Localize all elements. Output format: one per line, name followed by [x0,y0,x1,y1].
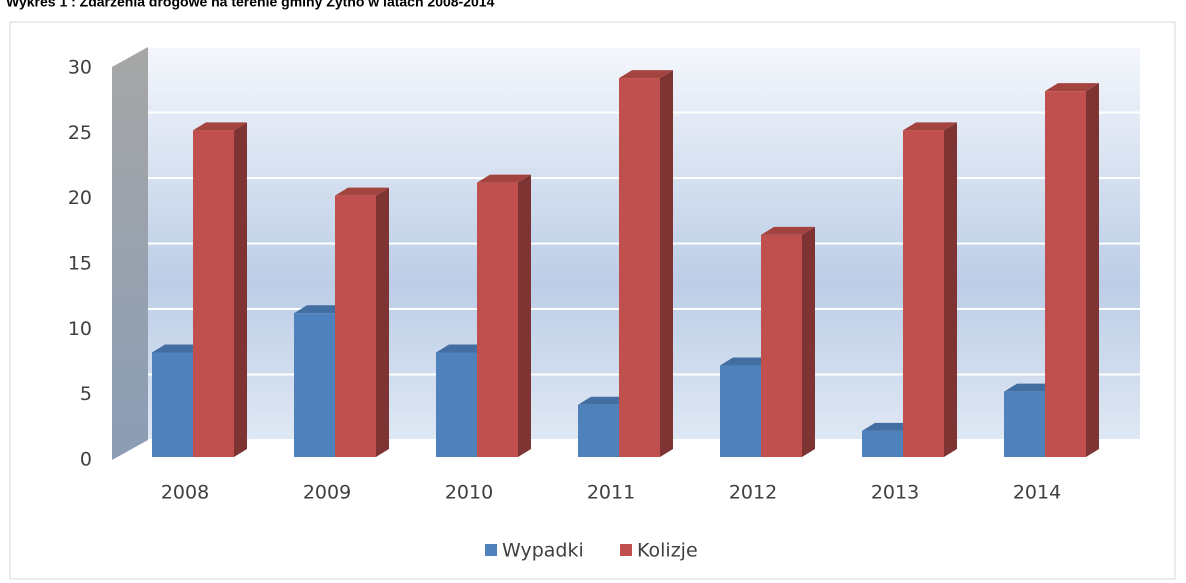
bar-side [660,70,673,458]
legend-swatch [485,544,497,556]
bar [862,430,903,457]
y-tick-label: 30 [68,57,92,79]
x-tick-label: 2012 [729,482,777,504]
legend-swatch [620,544,632,556]
bar-top [335,187,389,196]
legend-label: Kolizje [637,540,698,562]
y-tick-label: 15 [68,253,92,275]
bar-side [802,226,815,457]
bar-side [376,187,389,457]
x-tick-label: 2013 [871,482,919,504]
x-tick-label: 2011 [587,482,635,504]
bar [477,182,518,457]
bar [335,195,376,457]
y-tick-label: 5 [80,383,92,405]
bar-top [436,344,490,353]
bar-side [234,122,247,457]
x-tick-label: 2008 [161,482,209,504]
y-tick-label: 20 [68,187,92,209]
bar [720,365,761,457]
bar-top [720,357,774,366]
y-tick-label: 25 [68,122,92,144]
x-tick-label: 2009 [303,482,351,504]
bar-side [1086,83,1099,457]
x-tick-label: 2010 [445,482,493,504]
bar-top [294,305,348,314]
bar [903,130,944,458]
bar-top [761,226,815,235]
bar [436,352,477,457]
bar [1004,391,1045,457]
legend-label: Wypadki [502,540,584,562]
side-wall [112,47,148,460]
bar-top [1045,83,1099,92]
bar [619,78,660,458]
bar-top [1004,383,1058,392]
y-tick-label: 10 [68,318,92,340]
bar-top [619,70,673,79]
bar-top [193,122,247,131]
x-tick-label: 2014 [1013,482,1061,504]
bar [294,313,335,457]
chart-title: Wykres 1 : Zdarzenia drogowe na terenie … [6,0,495,10]
bar [152,352,193,457]
bar [1045,91,1086,457]
bar-top [862,422,916,431]
bar-top [578,396,632,405]
bar [193,130,234,458]
bar-side [944,122,957,457]
y-tick-label: 0 [80,449,92,471]
bar-top [477,174,531,183]
bar [578,404,619,457]
bar [761,234,802,457]
bar-top [903,122,957,131]
bar-top [152,344,206,353]
bar-side [518,174,531,457]
